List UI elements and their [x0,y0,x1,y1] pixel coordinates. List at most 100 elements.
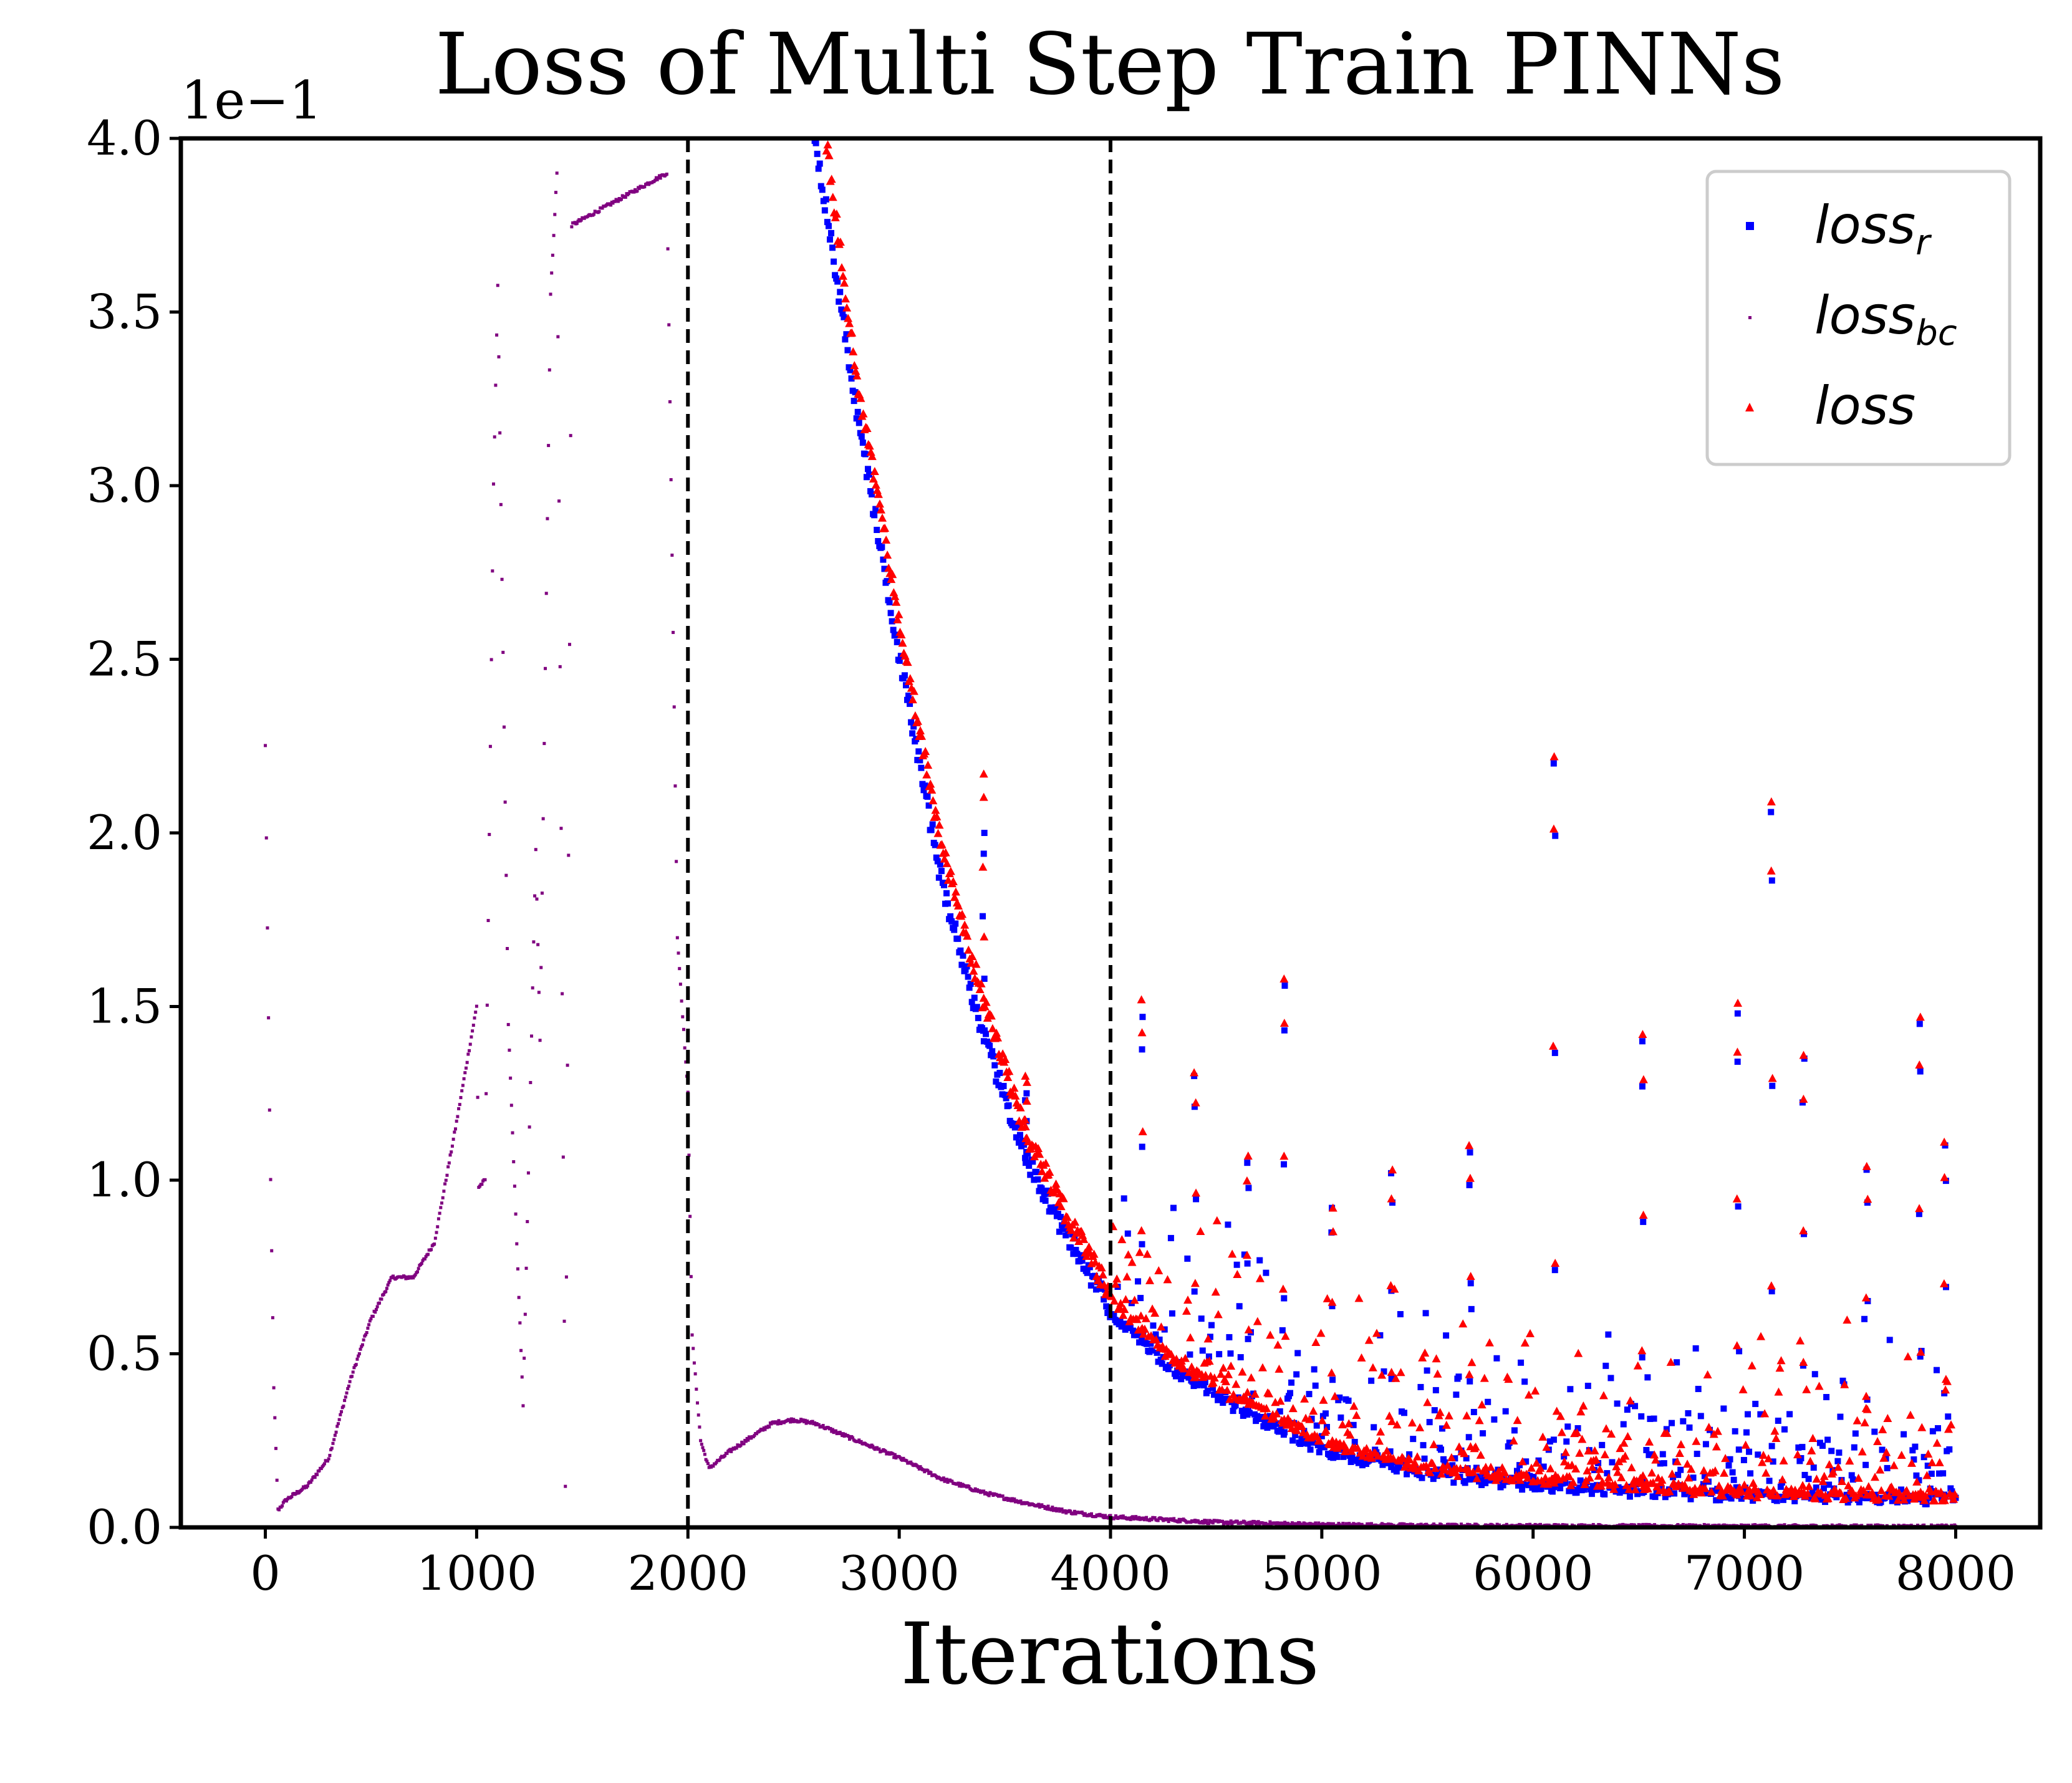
data-point-square [986,1042,993,1049]
data-point [1249,1520,1253,1524]
data-point [1205,1519,1208,1522]
data-point-triangle [1388,1165,1397,1174]
data-point-square [1824,1436,1831,1443]
data-point [504,873,508,877]
data-point-triangle [910,711,920,719]
data-point [740,1440,744,1444]
data-point-triangle [1843,1315,1852,1324]
data-point-triangle [1551,1259,1560,1267]
data-point-triangle [1633,1361,1642,1370]
data-point [900,1458,904,1462]
data-point [528,1125,531,1129]
data-point [678,983,682,986]
data-point-triangle [1242,1176,1251,1185]
data-point-triangle [1387,1454,1396,1463]
data-point-square [1936,1470,1943,1477]
data-point [463,1071,467,1075]
data-point [348,1380,352,1383]
data-point [509,1076,513,1080]
data-point-triangle [1120,1305,1129,1314]
data-point-square [814,150,821,157]
data-point [546,517,549,521]
data-point-triangle [1420,1348,1430,1357]
data-point-square [1101,1296,1107,1303]
data-point [334,1430,338,1434]
data-point [486,919,490,923]
data-point-triangle [1316,1329,1326,1337]
data-point-square [1550,760,1557,767]
data-point-square [1584,1382,1591,1389]
data-point-square [917,757,923,764]
data-point-square [1752,1400,1759,1407]
data-point-triangle [1614,1457,1624,1466]
data-point [1853,1523,1856,1527]
data-point [380,1297,383,1301]
data-point [1009,1499,1013,1502]
data-point [436,1217,440,1221]
vertical-lines [686,138,1112,1527]
data-point-square [1167,1234,1174,1241]
data-point-triangle [1001,1055,1010,1064]
data-point [1248,1522,1252,1526]
data-point [470,1035,473,1039]
data-point-triangle [1771,1434,1781,1443]
data-point-square [1491,1416,1498,1423]
data-point-triangle [1649,1478,1658,1487]
data-point-square [1336,1394,1343,1401]
data-point [1137,1516,1141,1519]
data-point [412,1276,415,1280]
data-point [1539,1522,1543,1526]
data-point-triangle [1571,1464,1581,1473]
data-point-triangle [1922,1471,1932,1479]
data-point-triangle [1382,1446,1392,1455]
data-point [1809,1523,1813,1527]
data-point-square [1773,1497,1780,1504]
data-point-square [1846,1496,1853,1503]
data-point-square [1750,1497,1756,1504]
data-point-square [1152,1331,1159,1338]
data-point [441,1196,445,1199]
data-point-square [1515,1482,1522,1489]
data-point-triangle [1853,1416,1862,1425]
data-point [1874,1523,1877,1527]
data-point [344,1395,347,1399]
data-point-triangle [1122,1272,1132,1281]
data-point [909,1460,913,1464]
data-point-triangle [1826,1489,1835,1497]
data-point-square [1345,1397,1352,1404]
data-point-square [859,440,866,446]
data-point-triangle [1121,1295,1130,1304]
data-point-square [1173,1373,1180,1380]
data-point [450,1150,453,1154]
data-point [1498,1523,1501,1527]
data-point-triangle [958,910,967,918]
data-point-triangle [1429,1439,1438,1448]
data-point-square [1643,1446,1650,1453]
data-point-triangle [1600,1450,1609,1459]
data-point-triangle [1920,1496,1929,1504]
data-point [355,1357,359,1361]
data-point-square [1127,1324,1134,1331]
data-point-square [894,638,900,645]
data-point-square [848,375,855,382]
data-point-square [1911,1456,1917,1463]
data-point [813,1421,817,1425]
data-point-triangle [1069,1233,1079,1242]
data-point-triangle [1190,1068,1199,1077]
data-point [473,1016,476,1020]
data-point-triangle [1504,1375,1513,1383]
data-point [859,1439,863,1443]
data-point-square [1652,1494,1659,1501]
data-point [1256,1520,1260,1524]
data-point-square [1087,1282,1094,1289]
data-point-triangle [1524,1390,1533,1399]
data-point [562,1319,566,1323]
data-point-square [1511,1427,1518,1434]
data-point [384,1290,388,1294]
data-point [518,1321,522,1325]
data-point-triangle [1136,1311,1145,1320]
data-point-square [910,723,917,730]
data-point-square [1724,1494,1731,1501]
data-point-triangle [1021,1115,1030,1124]
